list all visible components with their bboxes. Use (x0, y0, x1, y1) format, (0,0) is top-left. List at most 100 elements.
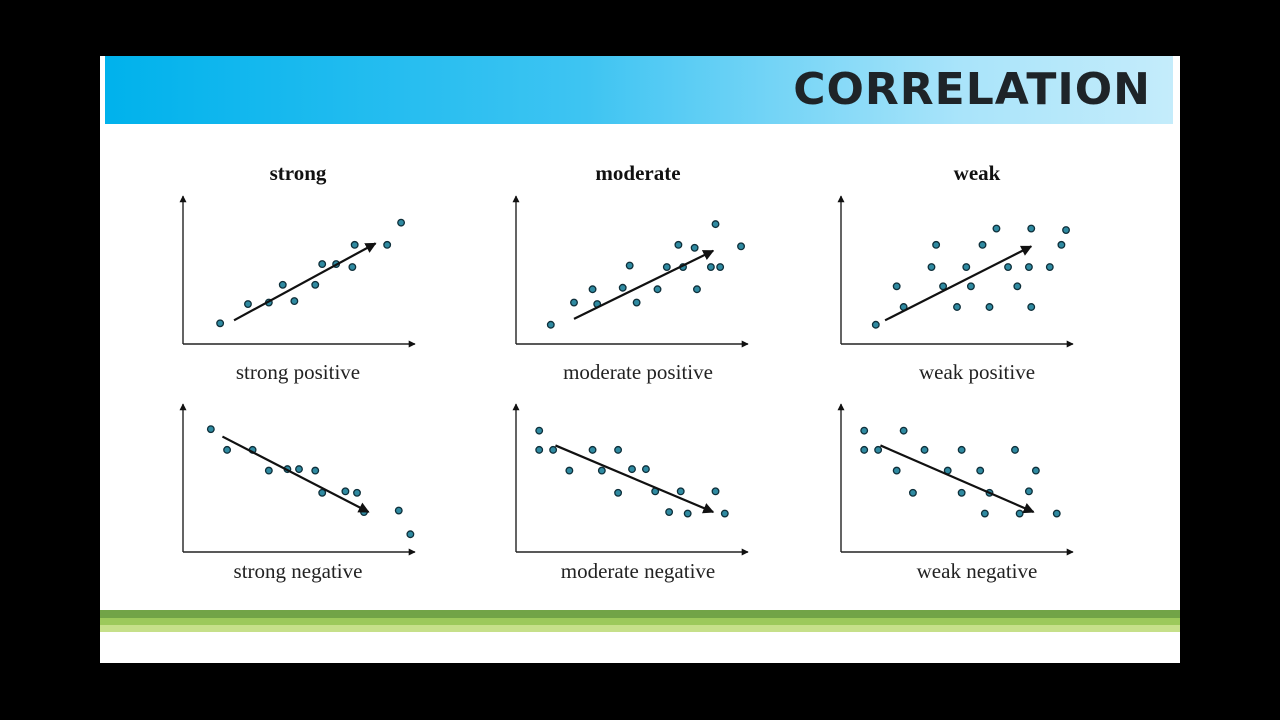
data-point (860, 426, 869, 435)
data-point (1027, 224, 1036, 233)
panel-moderate-positive (512, 195, 749, 348)
data-point (348, 263, 357, 271)
data-point (546, 320, 555, 329)
data-point (618, 283, 627, 292)
data-point (1027, 303, 1036, 311)
data-point (683, 509, 692, 518)
panel-moderate-negative (512, 403, 749, 556)
data-point (549, 445, 558, 454)
trend-arrow-moderate-positive (573, 249, 715, 320)
data-point (1031, 466, 1040, 475)
data-point (871, 320, 880, 329)
data-point (625, 261, 634, 270)
data-point (953, 303, 961, 311)
data-point (295, 465, 303, 474)
footer-stripe-mid (100, 618, 1180, 625)
caption-moderate-positive: moderate positive (563, 360, 713, 384)
data-point (383, 240, 392, 249)
data-point (962, 263, 971, 271)
data-point (206, 425, 215, 434)
caption-moderate-negative: moderate negative (561, 559, 716, 583)
panel-weak-positive (837, 195, 1074, 348)
data-point (720, 509, 729, 518)
data-point (244, 300, 252, 308)
data-point (406, 530, 415, 539)
panel-strong-positive (179, 195, 416, 348)
caption-strong-positive: strong positive (236, 360, 360, 384)
slide: CORRELATION strong moderate weak strong … (100, 56, 1180, 663)
data-point (690, 243, 699, 252)
data-point (1057, 240, 1066, 249)
trend-arrow-weak-negative (880, 444, 1035, 514)
data-point (892, 466, 901, 475)
data-point (716, 263, 725, 271)
data-point (976, 466, 985, 475)
data-point (394, 506, 403, 515)
trend-arrow-moderate-negative (555, 444, 715, 514)
data-point (1024, 487, 1033, 496)
data-point (874, 445, 883, 454)
trend-arrow-strong-negative (221, 435, 370, 514)
column-title-weak: weak (954, 161, 1001, 185)
data-point (311, 280, 320, 289)
data-point (737, 242, 745, 251)
data-point (216, 319, 225, 328)
data-point (920, 445, 929, 454)
data-point (353, 488, 361, 497)
caption-weak-negative: weak negative (917, 559, 1038, 583)
data-point (614, 445, 623, 454)
data-point (1024, 263, 1033, 271)
data-point (597, 466, 606, 475)
data-point (978, 240, 987, 249)
data-point (632, 298, 641, 307)
data-point (674, 240, 683, 249)
data-point (397, 218, 406, 227)
data-point (318, 260, 327, 269)
data-point (676, 487, 685, 496)
data-point (570, 298, 578, 307)
data-point (711, 487, 720, 496)
data-point (957, 488, 966, 497)
data-point (318, 488, 327, 497)
trend-arrow-strong-positive (233, 242, 377, 322)
data-point (957, 445, 966, 454)
data-point (1011, 445, 1019, 454)
footer-stripes (100, 610, 1180, 632)
panel-weak-negative (837, 403, 1074, 556)
data-point (662, 263, 671, 271)
panel-strong-negative (179, 403, 416, 556)
data-point (1062, 226, 1070, 234)
data-point (1013, 282, 1022, 291)
data-point (628, 465, 636, 474)
data-point (588, 285, 597, 294)
data-point (966, 282, 975, 291)
data-point (932, 240, 941, 249)
data-point (908, 488, 917, 497)
data-point (899, 426, 908, 435)
data-point (892, 282, 901, 291)
footer-stripe-dark (100, 610, 1180, 618)
caption-strong-negative: strong negative (234, 559, 363, 583)
data-point (565, 466, 574, 475)
correlation-diagram: strong moderate weak strong positive mod… (179, 161, 1074, 583)
data-point (290, 297, 299, 306)
data-point (535, 426, 544, 435)
data-point (588, 445, 597, 454)
data-point (653, 285, 662, 294)
footer-stripe-light (100, 625, 1180, 632)
caption-weak-positive: weak positive (919, 360, 1035, 384)
data-point (278, 280, 287, 289)
column-title-moderate: moderate (595, 161, 680, 185)
column-title-strong: strong (270, 161, 327, 185)
slide-title: CORRELATION (793, 64, 1151, 115)
data-point (927, 263, 936, 271)
data-point (980, 509, 989, 518)
data-point (641, 465, 650, 474)
trend-arrow-weak-positive (884, 245, 1033, 322)
data-point (939, 282, 948, 291)
data-point (350, 240, 359, 249)
data-point (1045, 263, 1054, 271)
data-point (985, 303, 994, 311)
data-point (264, 466, 273, 475)
data-point (535, 445, 544, 454)
